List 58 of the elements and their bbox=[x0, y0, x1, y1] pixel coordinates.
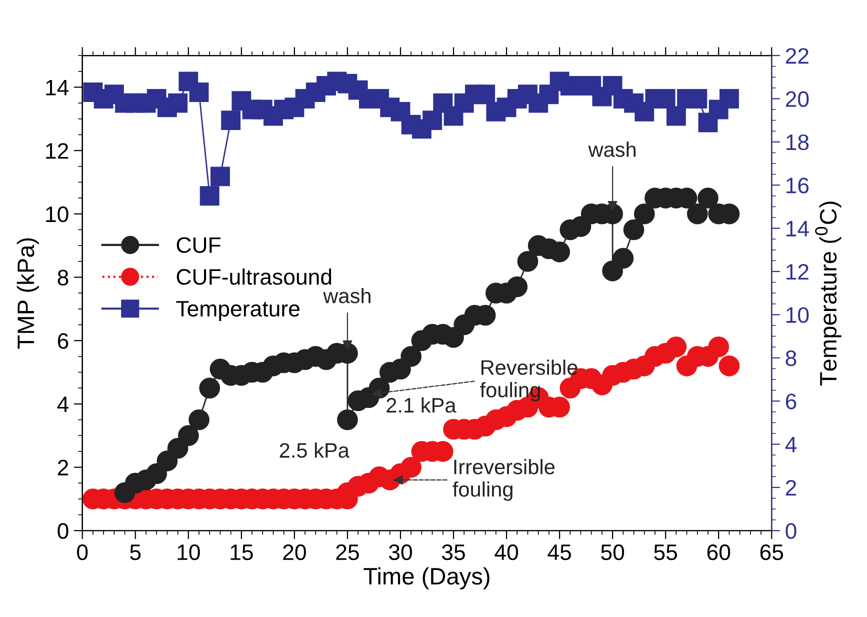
point bbox=[612, 248, 634, 269]
y2-tick-label: 10 bbox=[786, 307, 809, 323]
point bbox=[400, 346, 422, 367]
y2-tick-label: 22 bbox=[786, 48, 808, 64]
y-tick-label: 14 bbox=[46, 80, 69, 96]
x-tick-label: 50 bbox=[601, 544, 624, 560]
point bbox=[698, 188, 718, 208]
x-tick-label: 40 bbox=[494, 544, 518, 560]
annotation: wash bbox=[323, 288, 370, 304]
annotation: Irreversible fouling bbox=[452, 459, 554, 501]
legend-label: CUF bbox=[176, 237, 220, 253]
x-tick-label: 10 bbox=[178, 544, 200, 560]
point bbox=[623, 219, 644, 240]
y2-axis-title: Temperature ($^{0}$C) bbox=[815, 202, 842, 386]
y2-tick-label: 14 bbox=[786, 221, 809, 236]
point bbox=[188, 409, 210, 430]
point bbox=[337, 409, 358, 430]
x-tick-label: 0 bbox=[77, 544, 88, 560]
y-tick-label: 12 bbox=[46, 143, 68, 159]
annotation: 2.1 kPa bbox=[386, 397, 456, 413]
point bbox=[506, 276, 528, 298]
y-tick-label: 0 bbox=[58, 523, 68, 539]
legend-label: Temperature bbox=[176, 301, 300, 322]
y2-tick-label: 20 bbox=[786, 91, 809, 107]
y-tick-label: 6 bbox=[58, 333, 68, 349]
y2-tick-label: 6 bbox=[786, 394, 796, 410]
x-tick-label: 65 bbox=[760, 544, 784, 560]
y-tick-label: 10 bbox=[46, 206, 68, 222]
x-tick-label: 55 bbox=[654, 544, 678, 560]
legend-label: CUF-ultrasound bbox=[176, 268, 332, 285]
point bbox=[634, 203, 655, 224]
point bbox=[199, 378, 220, 399]
y-tick-label: 8 bbox=[58, 270, 68, 286]
y-tick-label: 4 bbox=[57, 396, 69, 412]
x-tick-label: 30 bbox=[388, 544, 412, 560]
x-tick-label: 45 bbox=[548, 544, 571, 560]
y2-tick-label: 0 bbox=[786, 523, 796, 539]
y-axis-title: TMP (kPa) bbox=[16, 238, 39, 349]
x-tick-label: 15 bbox=[230, 544, 253, 560]
x-tick-label: 25 bbox=[336, 544, 359, 560]
point bbox=[517, 250, 538, 272]
y2-tick-label: 18 bbox=[786, 134, 809, 150]
point bbox=[146, 463, 168, 484]
y2-tick-label: 12 bbox=[786, 264, 808, 280]
x-tick-label: 5 bbox=[130, 544, 141, 560]
y2-tick-label: 4 bbox=[785, 437, 797, 452]
y-tick-label: 2 bbox=[58, 460, 68, 476]
x-tick-label: 60 bbox=[707, 544, 730, 560]
point bbox=[178, 425, 199, 446]
y2-tick-label: 16 bbox=[786, 178, 809, 194]
y2-tick-label: 8 bbox=[786, 350, 796, 366]
y2-tick-label: 2 bbox=[786, 480, 796, 496]
x-axis-title: Time (Days) bbox=[364, 567, 490, 590]
point bbox=[686, 203, 708, 224]
x-tick-label: 20 bbox=[283, 544, 306, 560]
annotation: 2.5 kPa bbox=[280, 442, 350, 458]
annotation: wash bbox=[588, 142, 636, 157]
x-tick-label: 35 bbox=[442, 544, 465, 560]
